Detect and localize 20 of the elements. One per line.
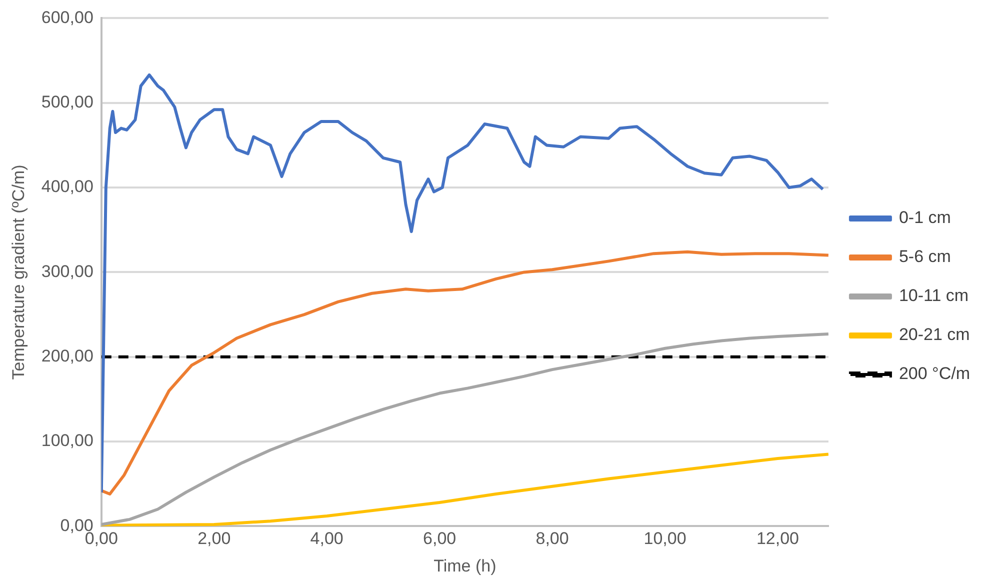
y-tick-label: 200,00	[41, 346, 94, 366]
x-tick-label: 8,00	[536, 529, 569, 548]
x-axis-title: Time (h)	[434, 556, 496, 576]
y-tick-label: 600,00	[41, 8, 94, 27]
legend-label: 0-1 cm	[898, 208, 951, 228]
x-tick-label: 4,00	[310, 529, 344, 548]
legend-label: 5-6 cm	[898, 247, 951, 266]
y-axis-title: Temperature gradient (ºC/m)	[8, 164, 28, 380]
x-tick-label: 12,00	[756, 529, 799, 548]
legend-label: 200 °C/m	[898, 364, 970, 384]
y-tick-label: 0,00	[60, 516, 94, 535]
x-tick-label: 2,00	[198, 529, 231, 548]
x-tick-label: 6,00	[423, 529, 456, 548]
y-tick-label: 500,00	[41, 92, 94, 112]
y-tick-label: 400,00	[41, 177, 94, 196]
y-tick-label: 300,00	[41, 262, 94, 281]
legend-label: 10-11 cm	[898, 286, 969, 306]
y-tick-label: 100,00	[41, 431, 94, 450]
x-tick-label: 10,00	[644, 529, 686, 548]
legend-label: 20-21 cm	[898, 325, 970, 344]
